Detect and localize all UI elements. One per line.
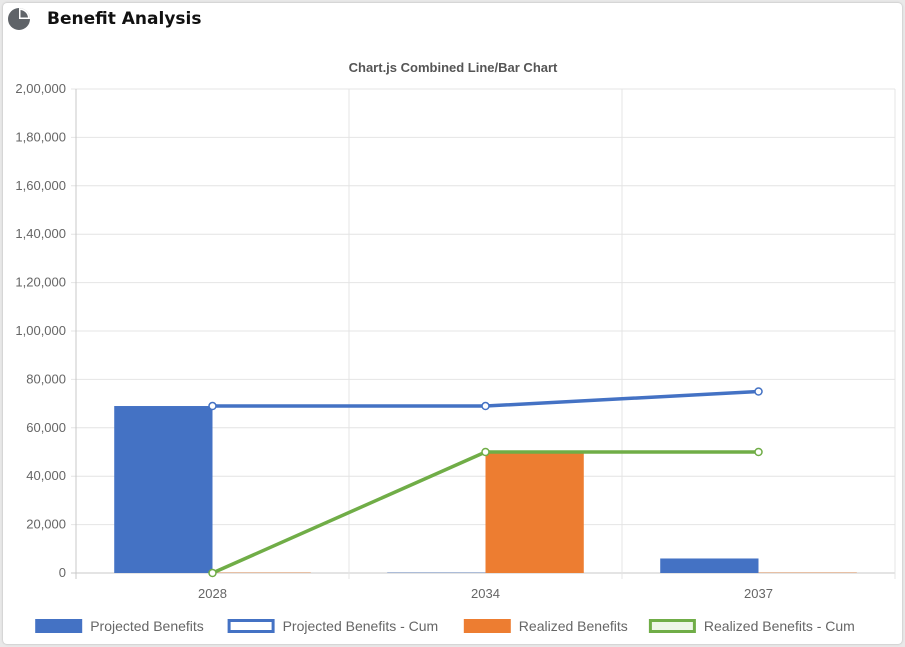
- bar-realized-benefits[interactable]: [758, 572, 857, 573]
- chart-legend[interactable]: Projected Benefits Projected Benefits - C…: [35, 618, 855, 634]
- y-tick-label: 1,80,000: [15, 129, 66, 144]
- legend-swatch: [463, 619, 511, 633]
- bar-series-layer: [114, 406, 857, 573]
- x-tick-label: 2034: [471, 586, 500, 601]
- legend-swatch: [648, 619, 696, 633]
- chart-title: Chart.js Combined Line/Bar Chart: [349, 60, 558, 75]
- legend-label: Realized Benefits - Cum: [704, 618, 855, 634]
- panel-title: Benefit Analysis: [47, 9, 202, 29]
- y-tick-label: 80,000: [26, 371, 66, 386]
- legend-swatch: [227, 619, 275, 633]
- point-realized-benefits-cum[interactable]: [481, 447, 490, 457]
- x-tick-label: 2037: [744, 586, 773, 601]
- y-tick-label: 2,00,000: [15, 81, 66, 96]
- legend-label: Projected Benefits - Cum: [283, 618, 439, 634]
- point-realized-benefits-cum[interactable]: [208, 568, 217, 578]
- point-projected-benefits-cum[interactable]: [208, 401, 217, 411]
- bar-realized-benefits[interactable]: [212, 572, 311, 573]
- y-tick-label: 1,00,000: [15, 323, 66, 338]
- legend-item-realized-benefits-cum[interactable]: Realized Benefits - Cum: [648, 618, 855, 634]
- combined-chart: Chart.js Combined Line/Bar Chart 0 20,000…: [15, 60, 896, 634]
- y-tick-label: 40,000: [26, 468, 66, 483]
- chart-grid: [71, 88, 896, 579]
- bar-projected-benefits[interactable]: [387, 572, 486, 573]
- y-tick-label: 20,000: [26, 517, 66, 532]
- card-header: Benefit Analysis: [3, 3, 902, 37]
- y-tick-label: 1,60,000: [15, 178, 66, 193]
- point-projected-benefits-cum[interactable]: [754, 387, 763, 396]
- legend-label: Projected Benefits: [90, 618, 204, 634]
- y-tick-label: 0: [59, 565, 66, 580]
- benefit-analysis-card: Benefit Analysis Chart.js Combined Line/…: [3, 3, 902, 644]
- bar-realized-benefits[interactable]: [485, 452, 584, 573]
- y-tick-label: 1,40,000: [15, 226, 66, 241]
- legend-item-projected-benefits[interactable]: Projected Benefits: [35, 618, 204, 634]
- line-series-layer: [208, 387, 763, 578]
- x-tick-label: 2028: [198, 586, 227, 601]
- point-projected-benefits-cum[interactable]: [481, 401, 490, 411]
- legend-swatch: [35, 619, 83, 633]
- legend-item-realized-benefits[interactable]: Realized Benefits: [463, 618, 628, 634]
- legend-label: Realized Benefits: [519, 618, 628, 634]
- axis-labels: 0 20,000 40,000 60,000 80,000 1,00,000 1,20,00…: [15, 81, 773, 601]
- y-tick-label: 1,20,000: [15, 275, 66, 290]
- legend-item-projected-benefits-cum[interactable]: Projected Benefits - Cum: [227, 618, 439, 634]
- point-realized-benefits-cum[interactable]: [754, 447, 763, 457]
- bar-projected-benefits[interactable]: [114, 406, 213, 573]
- y-tick-label: 60,000: [26, 420, 66, 435]
- pie-chart-icon: [8, 8, 30, 30]
- bar-projected-benefits[interactable]: [660, 558, 759, 573]
